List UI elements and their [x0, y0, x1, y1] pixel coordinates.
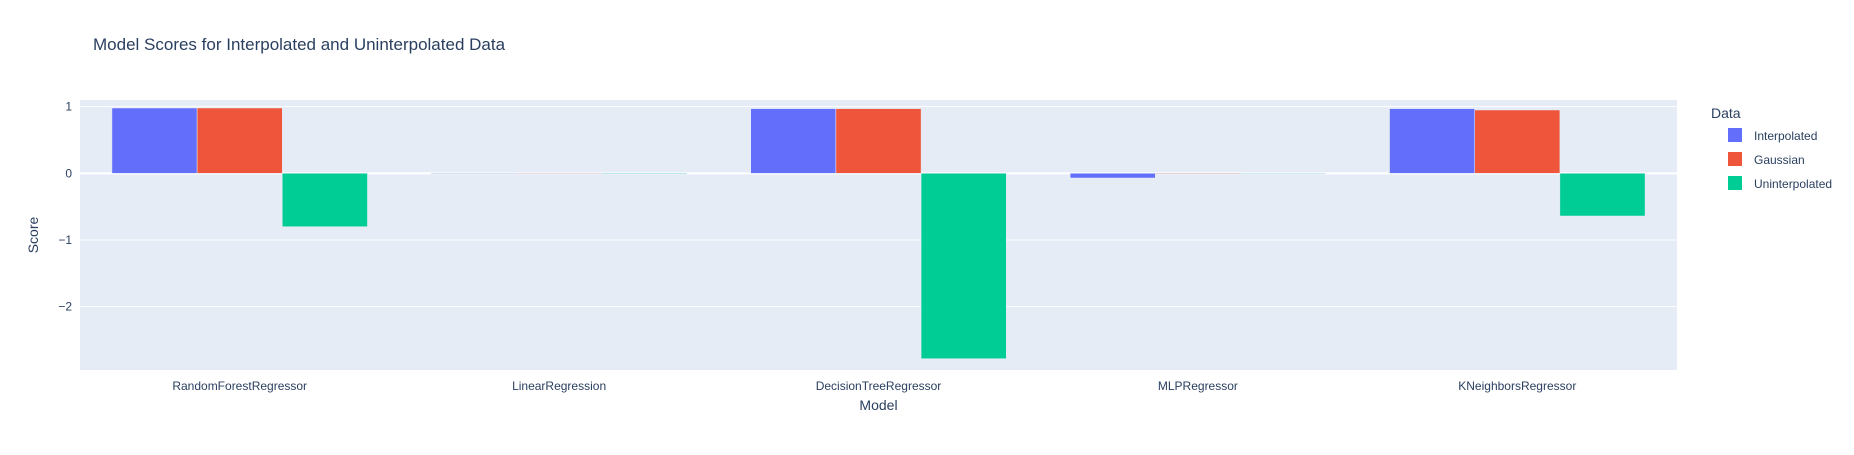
legend-swatch-interpolated[interactable]	[1728, 128, 1742, 142]
y-tick-label: 0	[65, 166, 72, 180]
legend-title: Data	[1711, 105, 1741, 121]
bar-gaussian-1[interactable]	[516, 173, 602, 175]
y-axis-label: Score	[25, 217, 41, 254]
x-tick-label: RandomForestRegressor	[172, 379, 307, 393]
x-tick-label: MLPRegressor	[1158, 379, 1238, 393]
bar-uninterpolated-4[interactable]	[1559, 173, 1646, 217]
legend[interactable]: Data Interpolated Gaussian Uninterpolated	[1711, 105, 1832, 191]
legend-swatch-gaussian[interactable]	[1728, 152, 1742, 166]
chart-title: Model Scores for Interpolated and Uninte…	[93, 35, 506, 54]
bars	[111, 107, 1646, 359]
bar-uninterpolated-0[interactable]	[282, 173, 368, 227]
legend-label-interpolated[interactable]: Interpolated	[1754, 129, 1817, 143]
bar-interpolated-0[interactable]	[111, 107, 198, 174]
x-tick-labels: RandomForestRegressor LinearRegression Dec…	[172, 379, 1576, 393]
bar-interpolated-1[interactable]	[431, 173, 517, 175]
y-tick-labels: 1 0 −1 −2	[58, 100, 72, 314]
bar-gaussian-4[interactable]	[1474, 109, 1561, 174]
x-tick-label: LinearRegression	[512, 379, 606, 393]
bar-uninterpolated-3[interactable]	[1240, 173, 1326, 175]
y-tick-label: −1	[58, 233, 72, 247]
x-tick-label: KNeighborsRegressor	[1458, 379, 1576, 393]
bar-gaussian-0[interactable]	[196, 107, 283, 174]
x-axis-label: Model	[859, 397, 897, 413]
bar-gaussian-2[interactable]	[835, 108, 922, 174]
bar-gaussian-3[interactable]	[1155, 173, 1241, 175]
legend-label-gaussian[interactable]: Gaussian	[1754, 153, 1805, 167]
legend-label-uninterpolated[interactable]: Uninterpolated	[1754, 177, 1832, 191]
bar-interpolated-3[interactable]	[1069, 173, 1156, 179]
bar-interpolated-2[interactable]	[750, 108, 837, 174]
y-tick-label: −2	[58, 300, 72, 314]
bar-uninterpolated-1[interactable]	[601, 173, 688, 175]
bar-interpolated-4[interactable]	[1389, 108, 1475, 174]
legend-items[interactable]: Interpolated Gaussian Uninterpolated	[1728, 128, 1832, 191]
x-tick-label: DecisionTreeRegressor	[816, 379, 942, 393]
y-tick-label: 1	[65, 100, 72, 114]
legend-swatch-uninterpolated[interactable]	[1728, 176, 1742, 190]
bar-uninterpolated-2[interactable]	[920, 173, 1007, 359]
